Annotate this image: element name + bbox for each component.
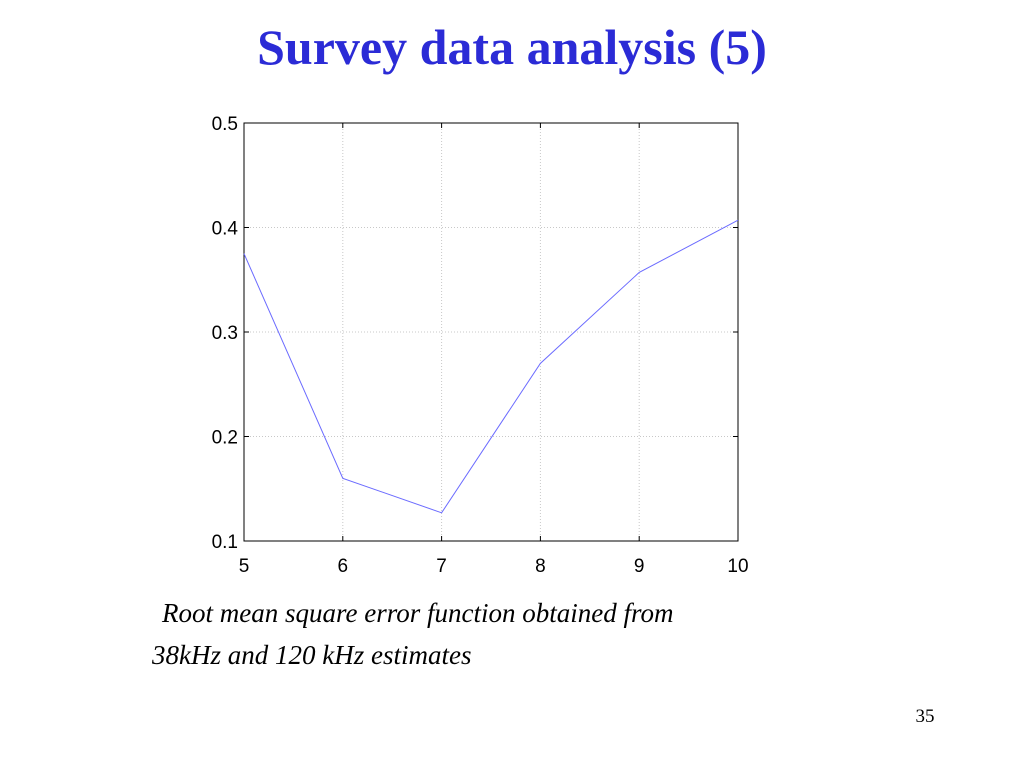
y-tick-label: 0.4	[212, 219, 239, 240]
y-tick-label: 0.1	[212, 532, 238, 553]
x-tick-label: 7	[436, 556, 447, 577]
y-tick-label: 0.5	[212, 114, 238, 135]
caption-line-1: Root mean square error function obtained…	[162, 598, 674, 628]
x-tick-label: 5	[239, 556, 250, 577]
axis-ticks	[243, 122, 739, 542]
y-tick-label: 0.3	[212, 323, 238, 344]
caption-line-2: 38kHz and 120 kHz estimates	[152, 640, 472, 670]
x-tick-label: 10	[727, 556, 748, 577]
figure-caption: Root mean square error function obtained…	[152, 592, 852, 676]
grid-lines	[244, 123, 738, 541]
x-tick-label: 8	[535, 556, 546, 577]
series-layer	[243, 219, 739, 514]
page-number: 35	[915, 706, 935, 727]
series-line	[243, 219, 739, 514]
y-tick-label: 0.2	[212, 428, 238, 449]
x-tick-label: 9	[634, 556, 645, 577]
tick-labels: 5 6 7 8 9 10 0.1 0.2 0.3 0.4 0.5	[212, 114, 749, 577]
x-tick-label: 6	[338, 556, 349, 577]
slide-title: Survey data analysis (5)	[257, 19, 767, 75]
